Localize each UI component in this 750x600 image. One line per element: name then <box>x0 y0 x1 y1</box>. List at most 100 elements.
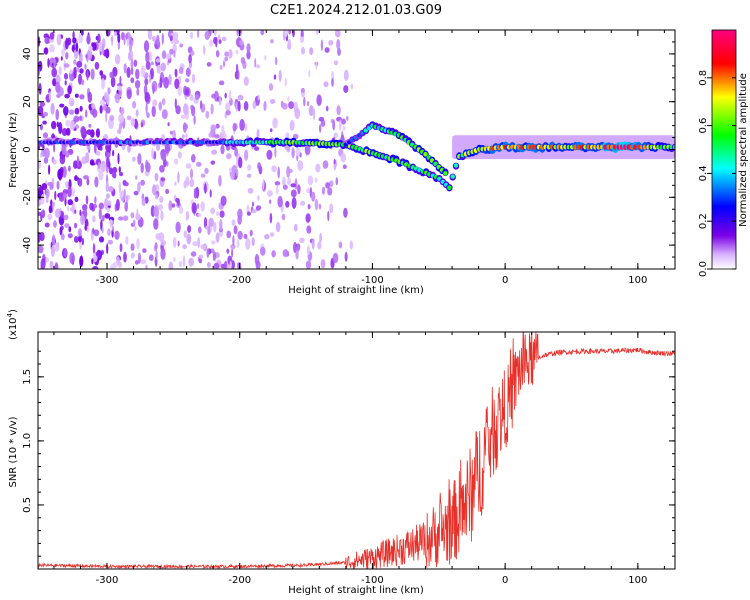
noise-blob <box>185 78 190 83</box>
noise-blob <box>209 189 212 198</box>
noise-blob <box>69 69 73 75</box>
noise-blob <box>135 213 141 221</box>
noise-blob <box>161 98 166 106</box>
noise-blob <box>144 91 150 103</box>
noise-blob <box>51 234 56 246</box>
noise-blob <box>334 30 341 38</box>
noise-blob <box>72 37 77 44</box>
noise-blob <box>109 264 116 269</box>
noise-blob <box>306 225 312 234</box>
noise-blob <box>126 115 132 121</box>
noise-blob <box>235 49 239 55</box>
noise-blob <box>294 223 298 232</box>
noise-blob <box>272 117 278 129</box>
noise-blob <box>52 78 57 87</box>
noise-blob <box>41 209 46 218</box>
noise-blob <box>254 146 260 151</box>
noise-blob <box>231 219 236 227</box>
noise-blob <box>210 207 216 215</box>
noise-blob <box>274 146 277 158</box>
noise-blob <box>115 198 120 211</box>
noise-blob <box>77 228 82 237</box>
noise-blob <box>64 80 67 86</box>
noise-blob <box>254 254 260 266</box>
noise-blob <box>274 181 281 186</box>
noise-blob <box>305 213 311 223</box>
noise-blob <box>189 178 195 188</box>
colorbar-tick-label: 0.6 <box>698 118 709 134</box>
noise-blob <box>161 50 167 60</box>
noise-blob <box>84 109 88 118</box>
noise-blob <box>135 109 139 117</box>
noise-blob <box>282 102 288 110</box>
noise-blob <box>88 45 93 52</box>
noise-blob <box>79 115 82 121</box>
noise-blob <box>73 59 77 65</box>
noise-blob <box>230 244 236 250</box>
noise-blob <box>160 151 167 161</box>
noise-blob <box>306 245 310 256</box>
noise-blob <box>58 66 62 75</box>
noise-blob <box>80 126 86 136</box>
noise-blob <box>50 245 56 257</box>
noise-blob <box>58 122 63 134</box>
noise-blob <box>118 166 121 173</box>
noise-blob <box>165 188 170 195</box>
noise-blob <box>120 107 125 115</box>
snr-multiplier-exp: 4 <box>6 312 14 317</box>
noise-blob <box>125 236 129 245</box>
noise-blob <box>188 257 194 267</box>
noise-blob <box>333 132 339 138</box>
noise-blob <box>190 31 194 40</box>
noise-blob <box>55 108 59 121</box>
noise-blob <box>177 151 182 159</box>
noise-blob <box>63 73 69 80</box>
noise-blob <box>151 105 156 118</box>
noise-blob <box>62 192 68 199</box>
noise-blob <box>42 120 47 125</box>
noise-blob <box>108 167 113 175</box>
noise-blob <box>65 181 69 188</box>
noise-blob <box>288 101 295 110</box>
noise-blob <box>229 89 232 102</box>
noise-blob <box>89 159 95 166</box>
noise-blob <box>38 105 44 117</box>
y-tick-label: 0 <box>22 146 33 152</box>
noise-blob <box>105 110 108 123</box>
noise-blob <box>64 93 70 99</box>
noise-blob <box>277 195 283 208</box>
noise-blob <box>336 105 341 116</box>
noise-blob <box>315 61 318 70</box>
noise-blob <box>247 187 254 194</box>
noise-blob <box>145 103 148 114</box>
noise-blob <box>331 78 334 87</box>
noise-blob <box>117 153 120 165</box>
noise-blob <box>130 77 135 84</box>
noise-blob <box>187 225 192 233</box>
noise-blob <box>193 188 197 199</box>
noise-blob <box>98 202 105 210</box>
noise-blob <box>159 196 164 203</box>
noise-blob <box>104 197 109 210</box>
noise-blob <box>294 178 298 190</box>
noise-blob <box>282 176 286 187</box>
noise-blob <box>117 216 124 221</box>
noise-blob <box>41 183 48 191</box>
noise-blob <box>167 122 170 127</box>
noise-blob <box>210 124 216 134</box>
noise-blob <box>49 32 55 40</box>
noise-blob <box>101 78 105 90</box>
noise-blob <box>73 66 77 79</box>
noise-blob <box>177 198 180 207</box>
noise-blob <box>48 90 52 101</box>
noise-blob <box>98 208 102 220</box>
snr-marks <box>38 332 675 569</box>
noise-blob <box>343 85 349 94</box>
noise-blob <box>97 33 101 44</box>
noise-blob <box>299 237 305 243</box>
noise-blob <box>197 237 201 249</box>
noise-blob <box>119 190 124 198</box>
noise-blob <box>349 240 353 250</box>
noise-blob <box>86 34 91 45</box>
